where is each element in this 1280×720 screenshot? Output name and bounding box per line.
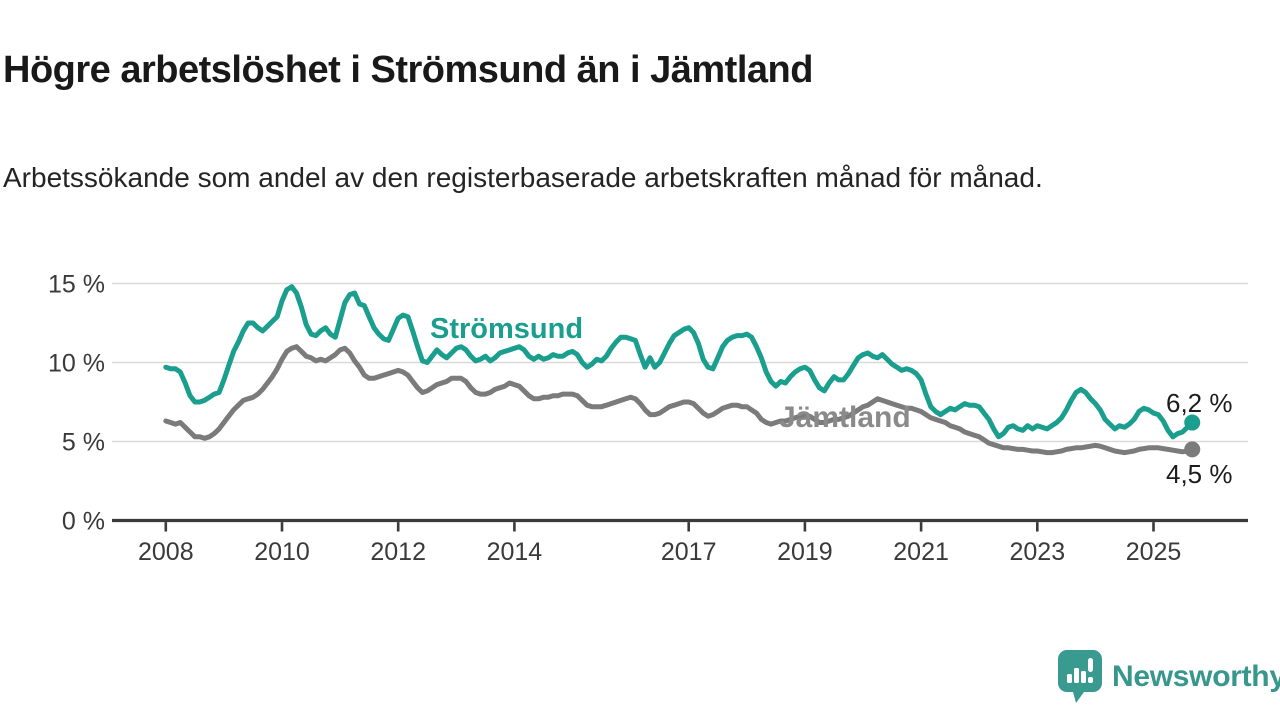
end-value-label-jamtland: 4,5 % <box>1166 459 1233 489</box>
x-axis-label-2021: 2021 <box>893 538 949 566</box>
newsworthy-wordmark: Newsworthy <box>1112 660 1280 693</box>
end-value-label-stromsund: 6,2 % <box>1166 388 1233 418</box>
x-axis-label-2010: 2010 <box>254 538 310 566</box>
x-axis-label-2023: 2023 <box>1009 538 1065 566</box>
x-axis-label-2017: 2017 <box>661 538 717 566</box>
y-axis-label-5: 5 % <box>62 429 105 457</box>
newsworthy-logo: Newsworthy <box>1057 649 1280 705</box>
series-label-stromsund: Strömsund <box>430 313 584 345</box>
newsworthy-icon <box>1058 650 1102 703</box>
chart-subtitle: Arbetssökande som andel av den registerb… <box>3 162 1043 193</box>
x-axis-label-2008: 2008 <box>138 538 194 566</box>
series-end-dot-jämtland <box>1184 441 1201 458</box>
x-axis-label-2025: 2025 <box>1126 538 1182 566</box>
x-axis-label-2014: 2014 <box>487 538 543 566</box>
series-label-jamtland: Jämtland <box>779 401 911 434</box>
series-end-dot-strömsund <box>1184 414 1201 431</box>
series-line-jämtland <box>163 344 1195 456</box>
y-axis-label-0: 0 % <box>62 508 105 536</box>
y-axis-label-15: 15 % <box>48 271 105 299</box>
x-axis-label-2019: 2019 <box>777 538 833 566</box>
y-axis-label-10: 10 % <box>48 350 105 378</box>
x-axis-label-2012: 2012 <box>370 538 426 566</box>
series-line-strömsund <box>163 284 1195 440</box>
page-title: Högre arbetslöshet i Strömsund än i Jämt… <box>3 49 813 92</box>
